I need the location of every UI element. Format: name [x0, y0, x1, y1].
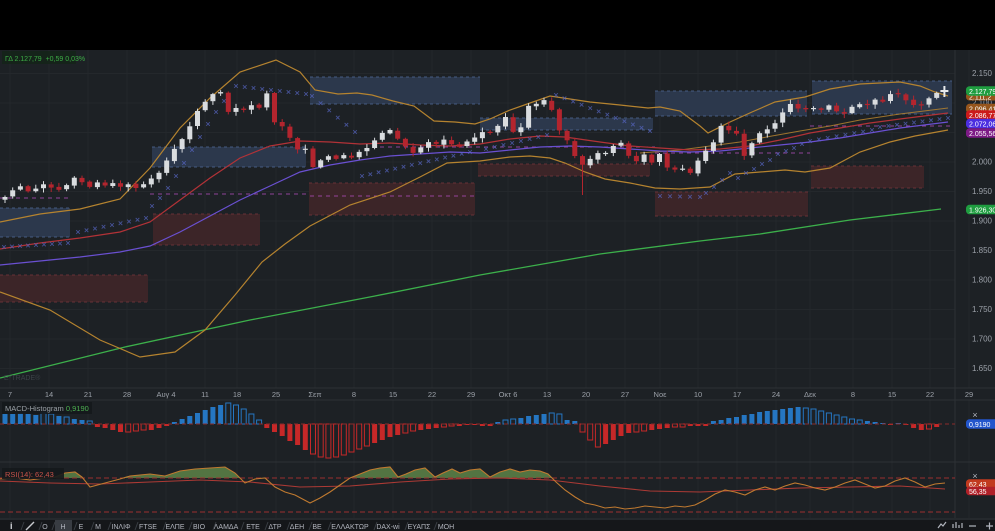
svg-text:1.650: 1.650 [972, 364, 993, 373]
svg-text:22: 22 [926, 390, 934, 399]
svg-text:25: 25 [272, 390, 280, 399]
svg-text:2.100: 2.100 [972, 99, 993, 108]
svg-text:Μ: Μ [95, 524, 101, 531]
svg-text:×: × [972, 471, 977, 481]
svg-text:17: 17 [733, 390, 741, 399]
svg-text:ΓΔ 2.127,79 +0,59 0,03%: ΓΔ 2.127,79 +0,59 0,03% [5, 56, 85, 63]
svg-text:Ε: Ε [79, 524, 84, 531]
svg-text:i: i [10, 521, 13, 531]
svg-text:13: 13 [543, 390, 551, 399]
svg-text:DAX-wi: DAX-wi [376, 524, 400, 531]
svg-text:1.950: 1.950 [972, 187, 993, 196]
svg-text:8: 8 [352, 390, 356, 399]
svg-text:1.750: 1.750 [972, 305, 993, 314]
svg-text:MACD-Histogram 0,9190: MACD-Histogram 0,9190 [5, 404, 89, 413]
svg-text:14: 14 [45, 390, 53, 399]
svg-text:2.150: 2.150 [972, 69, 993, 78]
svg-text:62,43: 62,43 [969, 482, 987, 489]
svg-text:18: 18 [233, 390, 241, 399]
svg-text:15: 15 [389, 390, 397, 399]
svg-text:1.926,30: 1.926,30 [969, 207, 995, 214]
svg-text:2.055,56: 2.055,56 [969, 131, 995, 138]
svg-text:1.900: 1.900 [972, 217, 993, 226]
svg-text:ΔΤΡ: ΔΤΡ [268, 524, 282, 531]
svg-text:29: 29 [467, 390, 475, 399]
svg-text:28: 28 [123, 390, 131, 399]
svg-text:Οκτ 6: Οκτ 6 [499, 390, 518, 399]
svg-text:2.096,41: 2.096,41 [969, 106, 995, 113]
svg-text:ΙΝΛΙΦ: ΙΝΛΙΦ [111, 524, 131, 531]
svg-text:2.086,77: 2.086,77 [969, 113, 995, 120]
svg-text:ΒΙΟ: ΒΙΟ [193, 524, 206, 531]
svg-text:1.800: 1.800 [972, 276, 993, 285]
svg-text:ΕΛΛΑΚΤΩΡ: ΕΛΛΑΚΤΩΡ [331, 524, 369, 531]
svg-text:RSI(14): 62,43: RSI(14): 62,43 [5, 470, 54, 479]
svg-text:1.850: 1.850 [972, 246, 993, 255]
svg-text:7: 7 [8, 390, 12, 399]
svg-text:2.111,2: 2.111,2 [969, 94, 991, 101]
svg-text:ΕΤΕ: ΕΤΕ [246, 524, 260, 531]
svg-text:2.000: 2.000 [972, 158, 993, 167]
svg-text:Νοε: Νοε [654, 390, 668, 399]
svg-text:×: × [972, 410, 977, 420]
svg-text:ΛΑΜΔΑ: ΛΑΜΔΑ [214, 524, 239, 531]
svg-text:15: 15 [888, 390, 896, 399]
svg-text:27: 27 [621, 390, 629, 399]
svg-text:11: 11 [201, 390, 209, 399]
svg-text:FTSE: FTSE [139, 524, 157, 531]
svg-text:Δεκ: Δεκ [804, 390, 816, 399]
svg-text:2.072,06: 2.072,06 [969, 121, 995, 128]
svg-text:ΕΥΑΠΣ: ΕΥΑΠΣ [408, 524, 432, 531]
svg-text:24: 24 [772, 390, 780, 399]
svg-text:2.127,79: 2.127,79 [969, 89, 995, 96]
svg-text:ΒΕ: ΒΕ [312, 524, 322, 531]
svg-text:Ο: Ο [42, 524, 48, 531]
svg-text:20: 20 [582, 390, 590, 399]
svg-text:22: 22 [428, 390, 436, 399]
svg-text:10: 10 [694, 390, 702, 399]
svg-text:Σεπ: Σεπ [308, 390, 321, 399]
svg-text:Αυγ 4: Αυγ 4 [156, 390, 175, 399]
svg-text:ΔΕΗ: ΔΕΗ [290, 524, 304, 531]
svg-text:Η: Η [60, 524, 65, 531]
svg-text:56,35: 56,35 [969, 489, 987, 496]
svg-text:ΜΟΗ: ΜΟΗ [438, 524, 454, 531]
svg-text:0,9190: 0,9190 [969, 422, 991, 429]
svg-text:8: 8 [851, 390, 855, 399]
svg-text:ΕΛΠΕ: ΕΛΠΕ [165, 524, 184, 531]
svg-text:E*TRADE®: E*TRADE® [4, 374, 41, 382]
svg-text:1.700: 1.700 [972, 335, 993, 344]
svg-text:29: 29 [965, 390, 973, 399]
svg-text:21: 21 [84, 390, 92, 399]
